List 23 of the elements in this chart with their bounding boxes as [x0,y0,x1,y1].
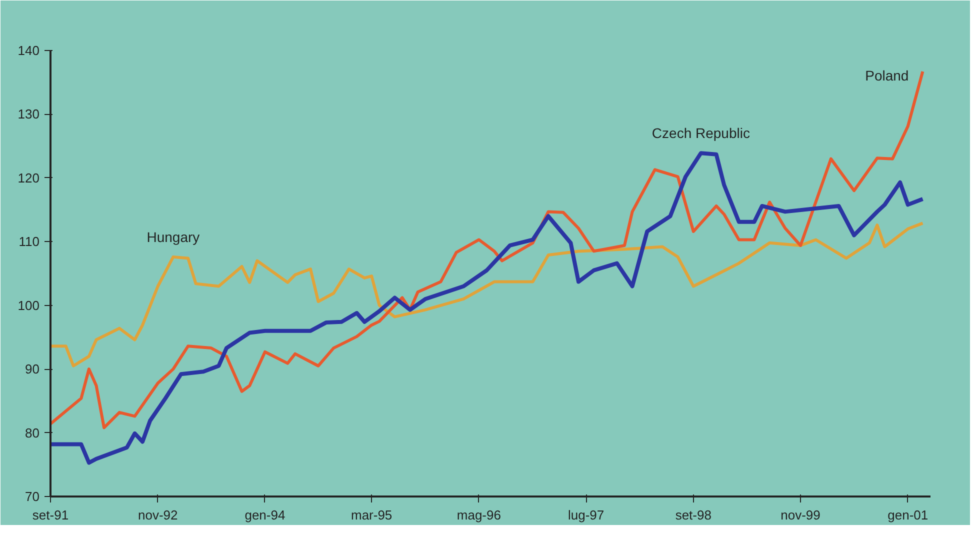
y-tick-label: 80 [25,425,40,440]
x-tick-label: nov-92 [138,508,178,522]
series-label: Hungary [146,228,200,245]
y-tick-label: 110 [18,234,40,250]
y-tick-label: 100 [18,298,40,313]
series-label: Poland [865,68,909,84]
series-label: Czech Republic [652,125,750,142]
x-tick-label: gen-94 [244,508,286,522]
x-tick-label: nov-99 [780,508,820,522]
x-tick-label: gen-01 [888,508,928,522]
y-tick-label: 130 [18,106,40,122]
x-tick-label: mar-95 [350,508,392,522]
y-tick-label: 70 [25,489,40,504]
x-tick-label: mag-96 [456,508,501,522]
y-tick-label: 120 [18,170,40,186]
line-series [50,70,924,430]
x-tick-label: set-98 [675,508,712,522]
x-tick-label: set-91 [32,508,69,522]
line-series [50,151,925,465]
line-series [50,222,924,368]
y-tick-label: 140 [18,43,40,58]
x-tick-label: lug-97 [568,508,604,522]
y-tick-label: 90 [25,362,40,377]
